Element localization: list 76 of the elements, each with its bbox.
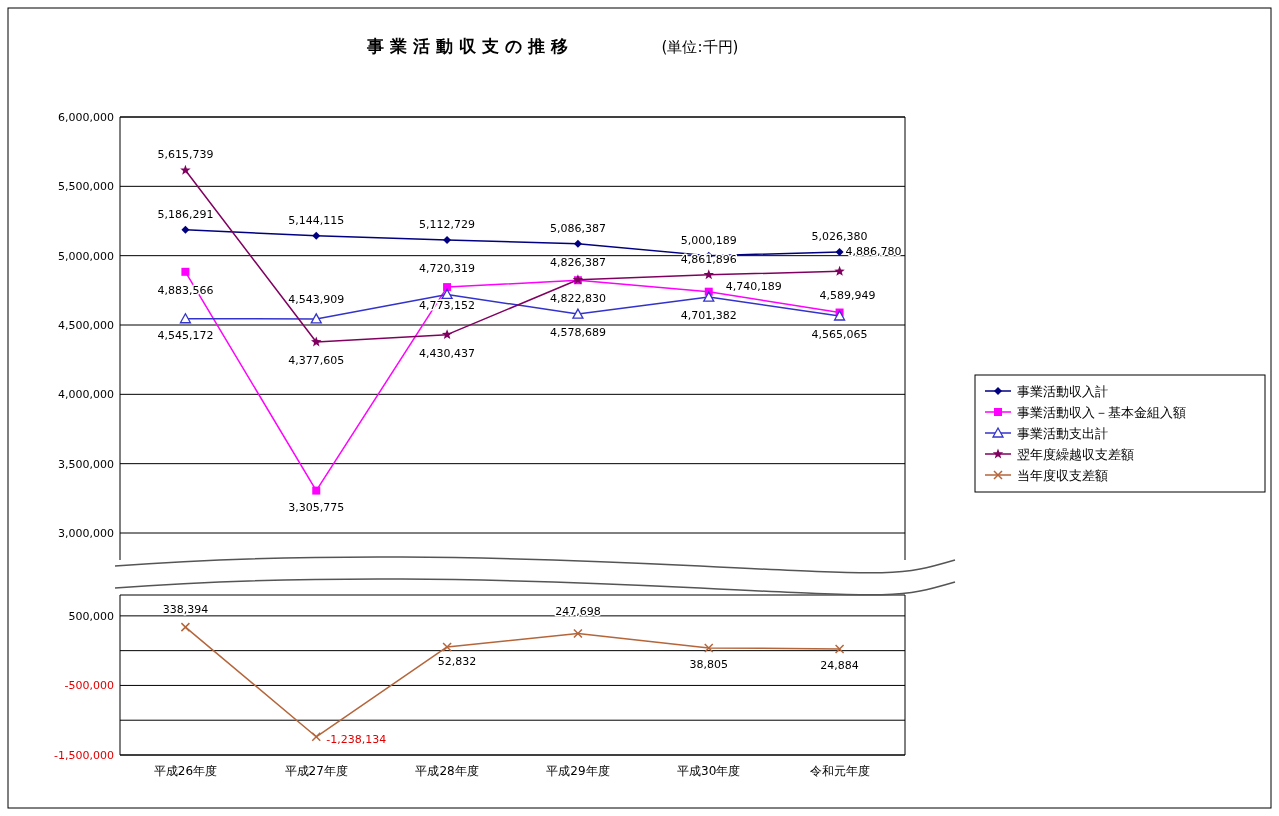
y-tick-label: 6,000,000 (58, 111, 114, 124)
data-label: 52,832 (437, 654, 477, 668)
data-label: 5,000,189 (680, 233, 737, 247)
legend-label: 事業活動収入－基本金組入額 (1017, 405, 1186, 420)
y-tick-label: 4,500,000 (58, 319, 114, 332)
point (441, 329, 453, 340)
x-tick-label: 平成30年度 (677, 764, 741, 778)
legend-label: 翌年度繰越収支差額 (1017, 447, 1134, 462)
data-label: 4,430,437 (419, 346, 476, 360)
point (181, 267, 190, 276)
y-tick-label: 3,000,000 (58, 527, 114, 540)
data-label: 338,394 (162, 603, 209, 617)
point (834, 644, 845, 654)
data-label: 4,822,830 (549, 292, 606, 306)
data-label: 24,884 (820, 658, 859, 672)
point (180, 622, 191, 632)
data-label: 4,578,689 (549, 326, 606, 340)
data-label: 38,805 (689, 657, 728, 671)
point (573, 628, 583, 639)
x-tick-label: 令和元年度 (809, 764, 870, 778)
point (443, 236, 452, 245)
legend-label: 事業活動支出計 (1017, 426, 1108, 441)
y-tick-label: 3,500,000 (58, 457, 114, 471)
data-label: 4,565,065 (811, 327, 868, 341)
chart-subtitle: (単位:千円) (661, 38, 739, 56)
point (312, 486, 321, 495)
x-tick-label: 平成27年度 (284, 764, 348, 778)
point (311, 336, 322, 347)
y-tick-label: -1,500,000 (54, 749, 114, 762)
data-label: 5,186,291 (157, 207, 214, 221)
y-tick-label: 5,500,000 (58, 180, 114, 194)
data-label: 4,861,896 (680, 252, 737, 266)
y-tick-label: 500,000 (68, 609, 114, 623)
data-label: 4,701,382 (680, 309, 737, 323)
y-tick-label: 5,000,000 (58, 249, 114, 263)
point (834, 265, 845, 276)
point (181, 225, 190, 234)
point (703, 269, 714, 280)
point (704, 643, 714, 653)
data-label: 5,144,115 (288, 213, 345, 227)
data-label: -1,238,134 (326, 732, 387, 746)
data-label: 4,886,780 (845, 245, 902, 259)
data-label: 247,698 (555, 605, 601, 619)
data-label: 5,086,387 (549, 221, 606, 235)
point (441, 288, 453, 300)
data-label: 4,589,949 (819, 288, 876, 302)
y-tick-label: -500,000 (64, 679, 114, 693)
legend-label: 事業活動収入計 (1017, 384, 1108, 399)
data-label: 4,826,387 (549, 255, 606, 269)
point (443, 283, 452, 292)
point (572, 308, 584, 319)
point (703, 291, 715, 302)
data-label: 4,720,319 (419, 262, 476, 276)
data-label: 4,543,909 (288, 292, 345, 306)
point (180, 164, 191, 175)
y-tick-label: 4,000,000 (58, 388, 114, 402)
point (573, 239, 582, 248)
point (179, 313, 192, 324)
point (833, 310, 846, 321)
data-label: 3,305,775 (288, 500, 345, 514)
legend-label: 当年度収支差額 (1017, 468, 1108, 483)
data-label: 5,026,380 (811, 230, 868, 244)
data-label: 4,740,189 (725, 279, 782, 293)
x-tick-label: 平成26年度 (153, 764, 218, 778)
data-label: 4,545,172 (157, 328, 214, 342)
data-label: 5,112,729 (419, 218, 476, 232)
data-label: 5,615,739 (157, 148, 214, 162)
data-label: 4,377,605 (288, 353, 345, 367)
point (442, 642, 452, 652)
chart-title: 事業活動収支の推移 (365, 36, 574, 56)
point (310, 313, 322, 324)
x-tick-label: 平成28年度 (415, 764, 479, 778)
point (312, 231, 321, 240)
point (835, 248, 844, 257)
x-tick-label: 平成29年度 (546, 764, 610, 778)
point (311, 732, 321, 742)
